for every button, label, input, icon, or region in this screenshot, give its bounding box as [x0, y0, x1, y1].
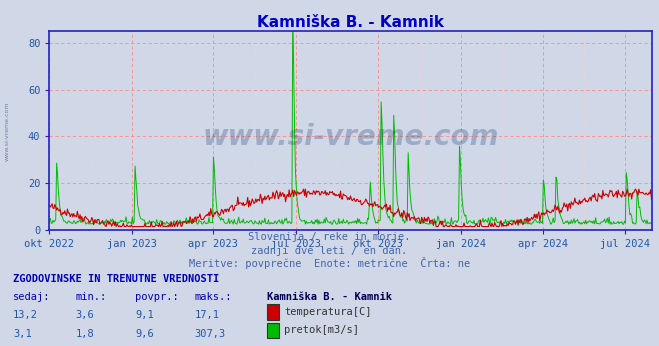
Title: Kamniška B. - Kamnik: Kamniška B. - Kamnik [258, 15, 444, 30]
Text: pretok[m3/s]: pretok[m3/s] [284, 325, 359, 335]
Text: ZGODOVINSKE IN TRENUTNE VREDNOSTI: ZGODOVINSKE IN TRENUTNE VREDNOSTI [13, 274, 219, 284]
Text: temperatura[C]: temperatura[C] [284, 307, 372, 317]
Text: 1,8: 1,8 [76, 329, 94, 339]
Text: 307,3: 307,3 [194, 329, 225, 339]
Text: Kamniška B. - Kamnik: Kamniška B. - Kamnik [267, 292, 392, 302]
Text: 13,2: 13,2 [13, 310, 38, 320]
Text: Meritve: povprečne  Enote: metrične  Črta: ne: Meritve: povprečne Enote: metrične Črta:… [189, 257, 470, 269]
Text: www.si-vreme.com: www.si-vreme.com [203, 122, 499, 151]
Text: povpr.:: povpr.: [135, 292, 179, 302]
Text: 17,1: 17,1 [194, 310, 219, 320]
Text: sedaj:: sedaj: [13, 292, 51, 302]
Text: zadnji dve leti / en dan.: zadnji dve leti / en dan. [251, 246, 408, 256]
Text: 3,6: 3,6 [76, 310, 94, 320]
Text: maks.:: maks.: [194, 292, 232, 302]
Text: 9,6: 9,6 [135, 329, 154, 339]
Text: min.:: min.: [76, 292, 107, 302]
Text: www.si-vreme.com: www.si-vreme.com [5, 102, 10, 161]
Text: 9,1: 9,1 [135, 310, 154, 320]
Text: Slovenija / reke in morje.: Slovenija / reke in morje. [248, 233, 411, 243]
Text: 3,1: 3,1 [13, 329, 32, 339]
